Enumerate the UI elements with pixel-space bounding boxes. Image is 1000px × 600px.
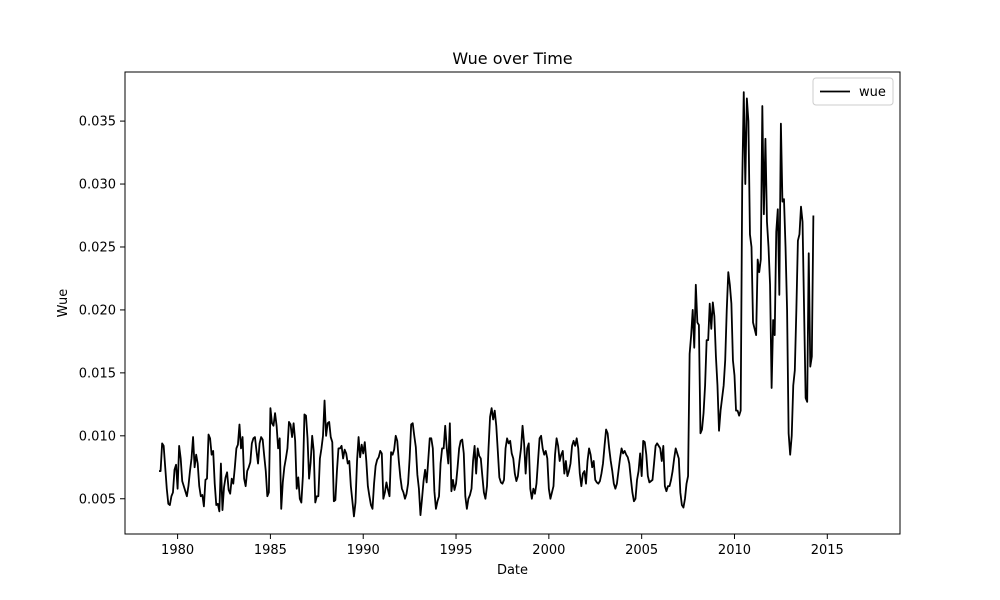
plot-area: 1980 1985 1990 1995 2000 2005 2010 2015 0.0050.… — [79, 71, 901, 558]
series-line-wue — [159, 91, 815, 518]
x-axis-label: Date — [497, 563, 528, 578]
x-tick-label: 1985 — [254, 543, 287, 558]
x-tick-label: 2005 — [625, 543, 658, 558]
chart-title: Wue over Time — [452, 49, 572, 68]
legend-box — [812, 77, 894, 106]
legend: wue — [812, 77, 894, 106]
x-axis: 1980 1985 1990 1995 2000 2005 2010 2015 — [161, 534, 844, 558]
y-axis-label: Wue — [56, 289, 71, 318]
x-tick-label: 1995 — [439, 543, 472, 558]
y-tick-label: 0.010 — [79, 429, 116, 444]
y-tick-label: 0.005 — [79, 492, 116, 507]
y-tick-label: 0.030 — [79, 178, 116, 193]
y-tick-label: 0.015 — [79, 366, 116, 381]
x-tick-label: 1990 — [347, 543, 380, 558]
plot-frame — [124, 71, 901, 535]
y-tick-label: 0.035 — [79, 115, 116, 130]
x-tick-label: 1980 — [161, 543, 194, 558]
y-axis: 0.005 0.010 0.015 0.020 0.025 0.030 0.035 — [79, 115, 125, 507]
x-tick-label: 2010 — [718, 543, 751, 558]
y-tick-label: 0.020 — [79, 303, 116, 318]
legend-label-wue: wue — [859, 85, 886, 100]
y-tick-label: 0.025 — [79, 240, 116, 255]
plot-background — [125, 72, 900, 534]
x-tick-label: 2015 — [811, 543, 844, 558]
x-tick-label: 2000 — [532, 543, 565, 558]
